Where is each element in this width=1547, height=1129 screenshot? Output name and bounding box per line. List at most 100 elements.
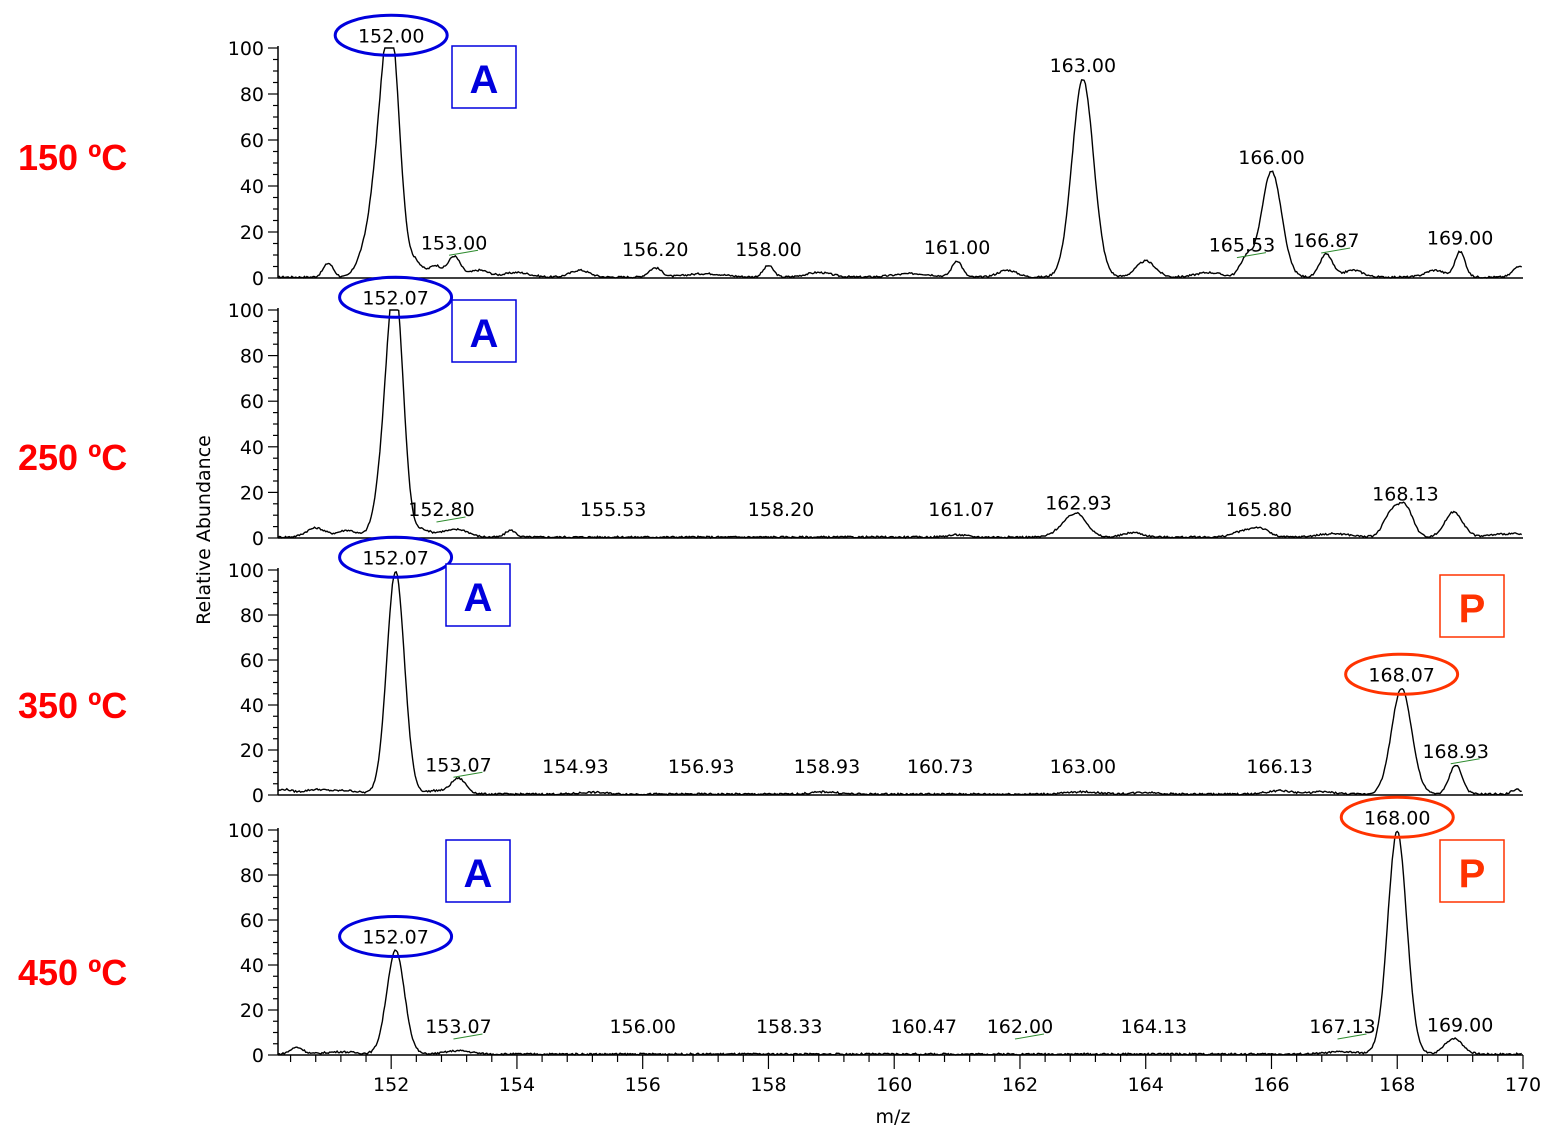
x-tick-label: 170 [1505,1074,1541,1096]
peak-label: 152.80 [408,499,474,521]
peak-leader-line [1450,758,1480,765]
marker-a-label: A [464,576,493,620]
marker-p-frame [1439,574,1505,638]
peak-label: 166.00 [1238,147,1304,169]
x-tick-label: 156 [625,1074,661,1096]
marker-p-label: P [1459,852,1486,896]
y-tick-label: 20 [240,482,264,504]
peak-leader-line [1337,1033,1367,1040]
peak-leader-line [1321,247,1351,254]
peak-label: 161.07 [928,499,994,521]
peak-label: 168.07 [1368,664,1434,686]
y-tick-label: 80 [240,605,264,627]
marker-a-box: A [451,299,517,363]
temperature-label-250: 250 ºC [18,437,127,478]
marker-p-label: P [1459,587,1486,631]
temperature-label-450: 450 ºC [18,952,127,993]
y-axis-title: Relative Abundance [193,435,215,625]
peak-highlight-ellipse [333,13,449,57]
peak-label: 163.00 [1050,55,1116,77]
y-tick-label: 40 [240,437,264,459]
marker-a-box: A [451,45,517,109]
y-tick-label: 100 [228,300,264,322]
peak-label: 166.13 [1246,756,1312,778]
y-tick-label: 100 [228,820,264,842]
y-tick-label: 80 [240,84,264,106]
temperature-label-150: 150 ºC [18,137,127,178]
peak-label: 153.00 [421,232,487,254]
peak-label: 166.87 [1293,230,1359,252]
peak-label: 158.00 [735,239,801,261]
peak-label: 158.93 [794,756,860,778]
marker-a-frame [451,299,517,363]
y-tick-label: 40 [240,176,264,198]
peak-label: 153.07 [425,754,491,776]
y-tick-label: 20 [240,1000,264,1022]
peak-leader-line [448,249,479,256]
marker-p-box: P [1439,839,1505,903]
peak-label: 162.93 [1045,492,1111,514]
peak-label: 153.07 [425,1016,491,1038]
peak-highlight-ellipse [1344,652,1460,696]
spectrum-panels: 0 20 40 60 80 100 152.00 153.00 156.20 158.00 161.… [228,13,1541,1096]
y-tick-label: 0 [252,268,264,290]
peak-label: 162.00 [987,1016,1053,1038]
marker-a-label: A [464,852,493,896]
x-axis-title: m/z [876,1106,911,1128]
peak-highlight-ellipse [338,915,454,958]
peak-label: 154.93 [542,756,608,778]
marker-p-frame [1439,839,1505,903]
peak-label: 168.00 [1364,807,1430,829]
peak-label: 161.00 [924,237,990,259]
y-tick-label: 20 [240,740,264,762]
peak-label: 165.53 [1209,235,1275,257]
y-tick-label: 0 [252,1045,264,1067]
peak-label: 168.13 [1372,483,1438,505]
temperature-label-350: 350 ºC [18,685,127,726]
x-tick-label: 154 [499,1074,535,1096]
marker-p-box: P [1439,574,1505,638]
x-tick-label: 166 [1253,1074,1289,1096]
peak-label: 152.07 [362,287,428,309]
spectrum-trace [277,570,1522,797]
peak-label: 160.73 [907,756,973,778]
peak-highlight-ellipse [338,275,454,319]
x-tick-label: 168 [1379,1074,1415,1096]
marker-a-box: A [445,839,511,903]
y-tick-label: 80 [240,346,264,368]
spectrum-panel-3: 0 20 40 60 80 100 152.07 153.07 154.93 156.93 158.… [228,535,1523,807]
y-tick-label: 80 [240,865,264,887]
x-tick-label: 160 [876,1074,912,1096]
marker-a-label: A [470,312,499,356]
spectrum-panel-2: 0 20 40 60 80 100 152.07 152.80 155.53 158.20 161.… [228,275,1523,550]
spectrum-trace [277,47,1523,279]
peak-label: 164.13 [1121,1016,1187,1038]
x-tick-label: 164 [1128,1074,1164,1096]
y-tick-label: 60 [240,391,264,413]
peak-highlight-ellipse [1339,795,1455,839]
y-tick-label: 40 [240,695,264,717]
peak-leader-line [1014,1033,1045,1040]
peak-label: 165.80 [1226,499,1292,521]
y-tick-label: 0 [252,528,264,550]
peak-label: 156.93 [668,756,734,778]
y-tick-label: 100 [228,560,264,582]
y-tick-label: 0 [252,785,264,807]
spectrum-panel-1: 0 20 40 60 80 100 152.00 153.00 156.20 158.00 161.… [228,13,1523,290]
peak-label: 155.53 [580,499,646,521]
peak-leader-line [453,771,483,778]
marker-a-frame [445,839,511,903]
peak-label: 167.13 [1309,1016,1375,1038]
peak-leader-line [1236,252,1267,259]
temperature-labels: 150 ºC 250 ºC 350 ºC 450 ºC [18,137,127,993]
peak-label: 156.20 [622,239,688,261]
marker-a-box: A [445,563,511,627]
y-tick-label: 20 [240,222,264,244]
y-tick-label: 40 [240,955,264,977]
y-tick-label: 100 [228,38,264,60]
peak-label: 152.07 [362,547,428,569]
x-tick-label: 162 [1002,1074,1038,1096]
marker-a-frame [445,563,511,627]
peak-label: 168.93 [1422,741,1488,763]
